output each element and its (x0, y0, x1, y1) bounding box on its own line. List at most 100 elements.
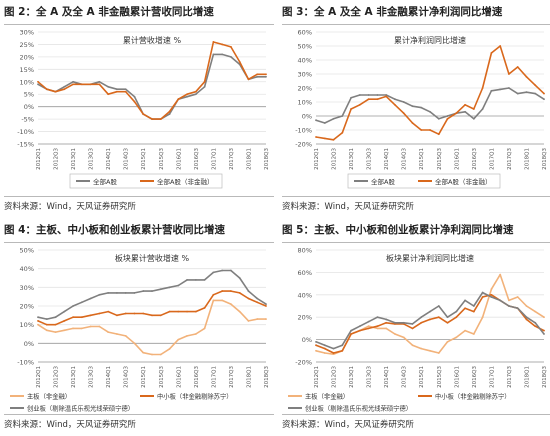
data-point (186, 334, 188, 337)
y-tick-label: -5% (21, 116, 34, 124)
data-point (350, 108, 352, 110)
data-point (490, 293, 493, 296)
data-point (124, 292, 127, 294)
data-point (265, 73, 267, 76)
panel-fig3: 图 3：全 A 及全 A 非金融累计净利润同比增速 -20% -10% 0% 10% 2… (282, 4, 550, 216)
data-point (63, 310, 66, 313)
data-point (394, 98, 396, 101)
legend-label: 全部A股（非金融） (157, 177, 213, 186)
x-tick-label: 2014Q3 (124, 366, 130, 388)
x-tick-label: 2017Q3 (229, 148, 235, 170)
data-point (472, 305, 475, 307)
data-point (315, 119, 317, 122)
data-point (332, 117, 335, 120)
series-2 (315, 293, 545, 354)
data-point (323, 347, 326, 350)
data-point (159, 314, 162, 317)
data-point (429, 310, 431, 313)
data-point (455, 112, 458, 115)
data-point (323, 122, 326, 124)
x-tick-label: 2014Q3 (124, 148, 130, 170)
data-point (159, 353, 162, 356)
data-point (221, 53, 224, 56)
legend-label: 中小板（非金融剔除苏宁） (435, 392, 511, 401)
data-point (54, 323, 57, 326)
x-tick-label: 2016Q3 (194, 366, 200, 388)
data-point (516, 307, 519, 310)
x-tick-label: 2013Q1 (349, 148, 355, 170)
data-point (394, 333, 396, 335)
data-point (142, 113, 145, 116)
data-point (72, 83, 74, 86)
data-point (429, 349, 431, 352)
data-point (464, 103, 466, 106)
data-point (177, 98, 180, 101)
legend-label: 全部A股（非金融） (435, 177, 491, 186)
data-point (238, 277, 241, 279)
data-point (80, 327, 83, 330)
series-3 (315, 291, 545, 350)
data-point (98, 80, 101, 83)
series-1 (37, 299, 267, 356)
data-point (247, 290, 250, 292)
data-point (194, 93, 197, 96)
x-tick-label: 2015Q1 (419, 366, 425, 388)
data-point (516, 66, 519, 68)
data-point (429, 129, 431, 131)
data-point (472, 310, 475, 313)
y-tick-label: 30% (20, 284, 34, 292)
legend: 全部A股 全部A股（非金融） (347, 173, 501, 189)
data-point (37, 316, 39, 319)
data-point (45, 323, 48, 326)
data-point (116, 333, 118, 335)
data-point (455, 310, 458, 313)
data-point (499, 88, 502, 91)
x-tick-label: 2015Q1 (141, 366, 147, 388)
series-3 (37, 269, 267, 320)
data-point (525, 91, 528, 94)
x-tick-label: 2016Q3 (194, 148, 200, 170)
data-point (315, 344, 317, 347)
data-point (315, 340, 317, 343)
legend: 主板（非金融） 中小板（非金融剔除苏宁） 创业板（剔除温氏乐视光线荣硕宁德） (10, 392, 233, 413)
data-point (315, 349, 317, 352)
data-point (464, 329, 466, 332)
y-tick-label: 10% (20, 78, 34, 86)
x-tick-label: 2013Q1 (71, 148, 77, 170)
data-point (116, 292, 118, 294)
data-point (247, 78, 250, 81)
y-tick-label: 0% (24, 103, 34, 111)
data-point (124, 88, 127, 91)
data-point (499, 273, 502, 276)
data-point (116, 314, 118, 317)
x-tick-label: 2013Q1 (71, 366, 77, 388)
data-point (133, 342, 136, 345)
data-point (107, 292, 110, 294)
data-point (490, 52, 493, 54)
x-tick-label: 2018Q1 (246, 148, 252, 170)
y-tick-label: 15% (20, 66, 34, 74)
data-point (89, 314, 92, 317)
chart-revenue-growth-all-a: -15% -10% -5% 0% 5% 10% 15% 20% 25% 30% 2012Q1 2012… (17, 29, 270, 189)
x-tick-label: 2015Q1 (419, 148, 425, 170)
data-point (490, 89, 493, 92)
data-point (124, 90, 127, 93)
data-point (54, 316, 57, 319)
data-point (37, 80, 39, 83)
data-point (358, 325, 361, 328)
data-point (446, 115, 449, 117)
data-point (341, 115, 344, 117)
source-note: 资料来源：Wind，天风证券研究所 (4, 202, 136, 212)
series-1 (37, 53, 267, 121)
data-point (323, 352, 326, 354)
data-point (455, 316, 458, 319)
data-point (116, 90, 118, 93)
data-point (221, 299, 224, 302)
data-point (534, 92, 537, 95)
x-tick-label: 2015Q3 (159, 366, 165, 388)
data-point (238, 292, 241, 294)
figure-title: 图 4：主板、中小板和创业板累计营收同比增速 (4, 224, 225, 236)
x-tick-label: 2014Q1 (106, 366, 112, 388)
data-point (534, 325, 537, 328)
y-tick-label: 60% (298, 269, 312, 277)
